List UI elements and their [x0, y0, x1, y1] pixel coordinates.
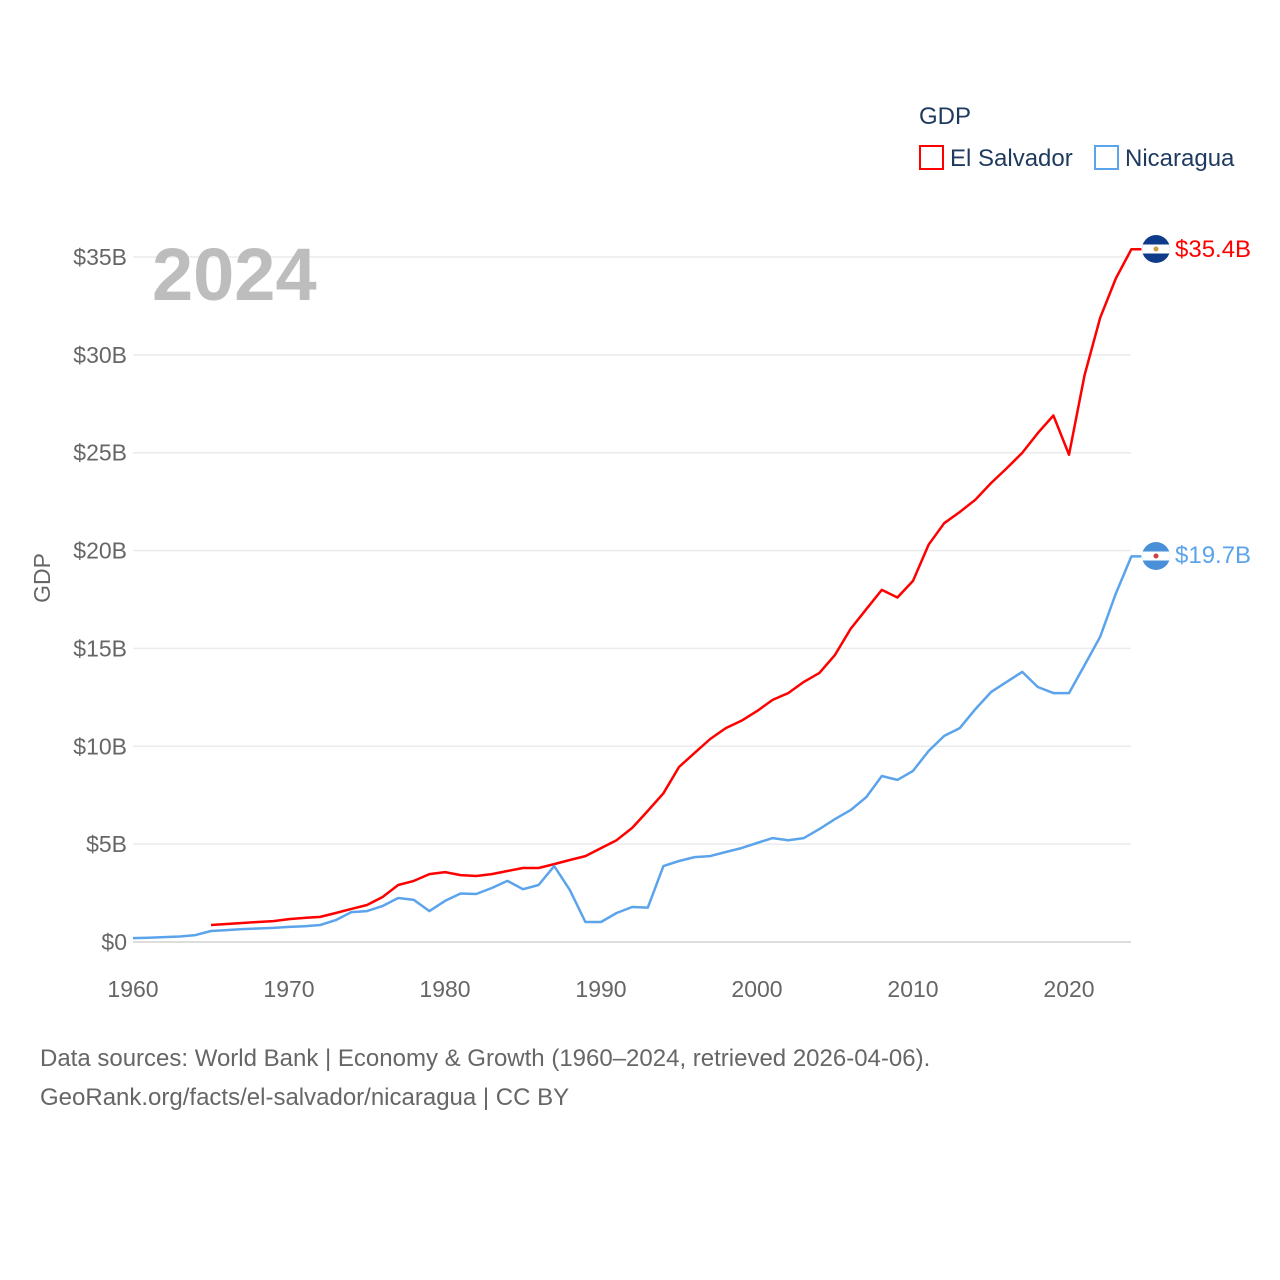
y-tick-label: $20B: [73, 538, 127, 564]
x-tick-label: 1980: [419, 976, 470, 1002]
year-watermark: 2024: [152, 233, 317, 316]
legend-swatch-el-salvador[interactable]: [919, 145, 944, 170]
x-tick-label: 1960: [107, 976, 158, 1002]
x-tick-label: 2010: [887, 976, 938, 1002]
nicaragua-flag-icon: [1142, 542, 1170, 570]
grid-lines: [133, 256, 1131, 943]
x-tick-label: 2020: [1043, 976, 1094, 1002]
y-tick-label: $30B: [73, 342, 127, 368]
footer-attribution[interactable]: GeoRank.org/facts/el-salvador/nicaragua …: [40, 1084, 570, 1111]
x-axis-ticks: 1960 1970 1980 1990 2000 2010 2020: [107, 976, 1094, 1002]
y-tick-label: $25B: [73, 440, 127, 466]
y-tick-label: $35B: [73, 244, 127, 270]
y-axis-label: GDP: [29, 553, 55, 603]
legend-label-el-salvador[interactable]: El Salvador: [950, 145, 1073, 172]
legend-label-nicaragua[interactable]: Nicaragua: [1125, 145, 1235, 172]
footer-sources: Data sources: World Bank | Economy & Gro…: [40, 1045, 931, 1072]
legend: GDP El Salvador Nicaragua: [919, 103, 1235, 172]
y-tick-label: $5B: [86, 831, 127, 857]
y-axis-ticks: $0 $5B $10B $15B $20B $25B $30B $35B: [73, 244, 127, 955]
y-tick-label: $10B: [73, 733, 127, 759]
x-tick-label: 2000: [731, 976, 782, 1002]
y-tick-label: $15B: [73, 635, 127, 661]
legend-swatch-nicaragua[interactable]: [1094, 145, 1119, 170]
series-lines: [132, 247, 1142, 940]
el-salvador-flag-icon: [1142, 235, 1170, 263]
y-tick-label: $0: [101, 929, 127, 955]
series-line-el-salvador[interactable]: [210, 247, 1142, 927]
end-label-el-salvador: $35.4B: [1175, 236, 1251, 263]
series-line-nicaragua[interactable]: [132, 555, 1142, 940]
x-tick-label: 1970: [263, 976, 314, 1002]
legend-title: GDP: [919, 103, 971, 130]
x-tick-label: 1990: [575, 976, 626, 1002]
end-label-nicaragua: $19.7B: [1175, 542, 1251, 569]
